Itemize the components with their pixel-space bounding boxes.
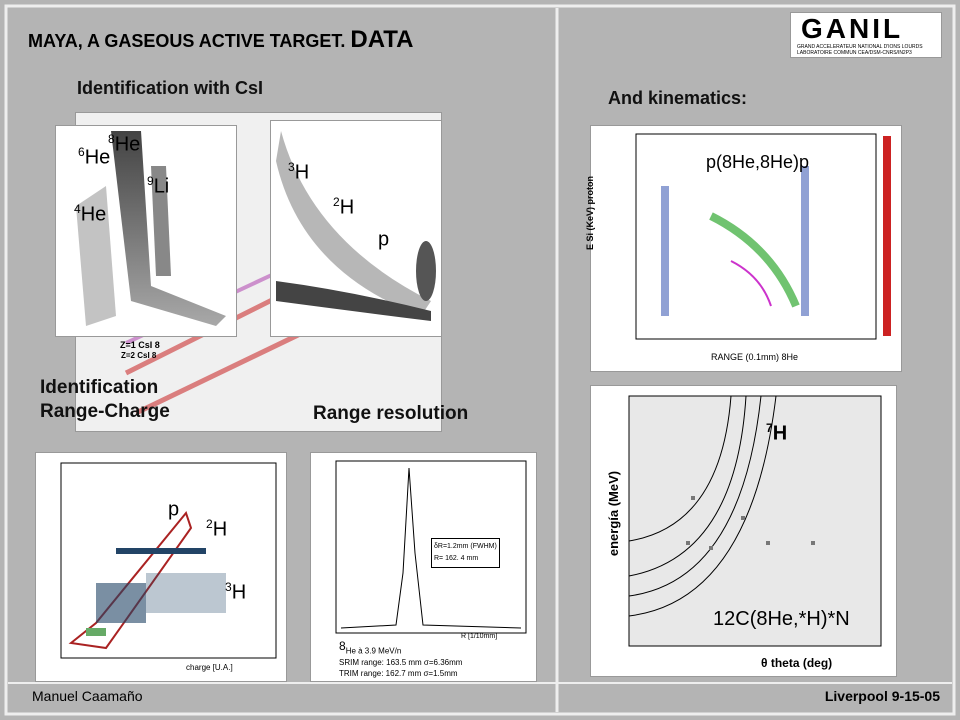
text: H <box>772 422 788 445</box>
text: energía (MeV) <box>606 470 622 557</box>
isotope: p <box>168 497 179 522</box>
text: Li <box>153 175 170 198</box>
text: p <box>378 228 390 251</box>
logo: GANIL GRAND ACCELERATEUR NATIONAL D'IONS… <box>790 12 942 58</box>
text: 3 <box>225 580 232 594</box>
footer-date: Liverpool 9-15-05 <box>824 688 940 704</box>
text: GANIL <box>801 13 904 44</box>
text: Z=2 CsI 8 <box>121 351 157 360</box>
heading: Range resolution <box>313 403 469 424</box>
text: He <box>114 133 141 156</box>
text: 12C(8He,*H)*N <box>713 608 850 630</box>
text: TRIM range: 162.7 mm σ=1.5mm <box>339 668 458 678</box>
h7-plot: energía (MeV) θ theta (deg) 7H 12C(8He,*… <box>590 385 897 677</box>
text: H <box>231 581 247 604</box>
isotope: 3H <box>288 160 309 185</box>
text: He à 3.9 MeV/n <box>345 646 402 656</box>
text: 7 <box>766 421 773 435</box>
kinematics-plot: p(8He,8He)p E Si (KeV) proton RANGE (0.1… <box>585 125 902 372</box>
range-charge-plot: charge [U.A.] <box>35 452 287 682</box>
text: δR=1.2mm (FWHM) <box>434 543 497 550</box>
text: H <box>212 518 228 541</box>
text: E Si (KeV) proton <box>585 176 595 250</box>
heading: Identification Range-Charge <box>40 376 170 424</box>
isotope: 2H <box>206 517 227 542</box>
footer-author: Manuel Caamaño <box>32 688 143 704</box>
isotope: 2H <box>333 195 354 220</box>
text: 2 <box>333 195 340 209</box>
isotope: 9Li <box>147 174 169 199</box>
isotope: p <box>378 227 389 252</box>
isotope: 3H <box>225 580 246 605</box>
text: He <box>80 203 107 226</box>
text: GRAND ACCELERATEUR NATIONAL D'IONS LOURD… <box>797 44 923 50</box>
text: p(8He,8He)p <box>706 152 810 172</box>
heading-line: Range-Charge <box>40 401 170 422</box>
isotope: 6He <box>78 145 110 170</box>
title: MAYA, A GASEOUS ACTIVE TARGET. DATA <box>28 26 414 54</box>
heading-line: Identification <box>40 377 159 398</box>
text: 9 <box>147 174 154 188</box>
text: DATA <box>350 26 414 53</box>
text: H <box>339 196 355 219</box>
text: 8 <box>108 132 115 146</box>
text: 8 <box>339 639 346 653</box>
text: R= 162. 4 mm <box>434 555 479 562</box>
text: 3 <box>288 160 295 174</box>
csi-plot-z2 <box>55 125 237 337</box>
text: 2 <box>206 517 213 531</box>
plot-label: Z=1 CsI 8 <box>120 340 160 350</box>
text: p <box>168 498 180 521</box>
fit-box: δR=1.2mm (FWHM) R= 162. 4 mm <box>431 538 500 568</box>
text: He <box>84 146 111 169</box>
text: RANGE (0.1mm) 8He <box>711 352 799 362</box>
text: LABORATOIRE COMMUN CEA/DSM-CNRS/IN2P3 <box>797 50 912 56</box>
text: θ theta (deg) <box>761 656 833 670</box>
heading: And kinematics: <box>608 88 748 108</box>
text: H <box>294 161 310 184</box>
text: R [1/10mm] <box>461 633 498 640</box>
text: SRIM range: 163.5 mm σ=6.36mm <box>339 657 463 667</box>
text: 6 <box>78 145 85 159</box>
isotope: 8He <box>108 132 140 157</box>
heading: Identification with CsI <box>77 78 264 98</box>
text: MAYA, A GASEOUS ACTIVE TARGET. <box>28 31 346 51</box>
range-resolution-plot: δR=1.2mm (FWHM) R= 162. 4 mm R [1/10mm] 8… <box>310 452 537 682</box>
isotope: 4He <box>74 202 106 227</box>
text: 4 <box>74 202 81 216</box>
text: charge [U.A.] <box>186 663 233 672</box>
csi-plot-z1 <box>270 120 442 337</box>
